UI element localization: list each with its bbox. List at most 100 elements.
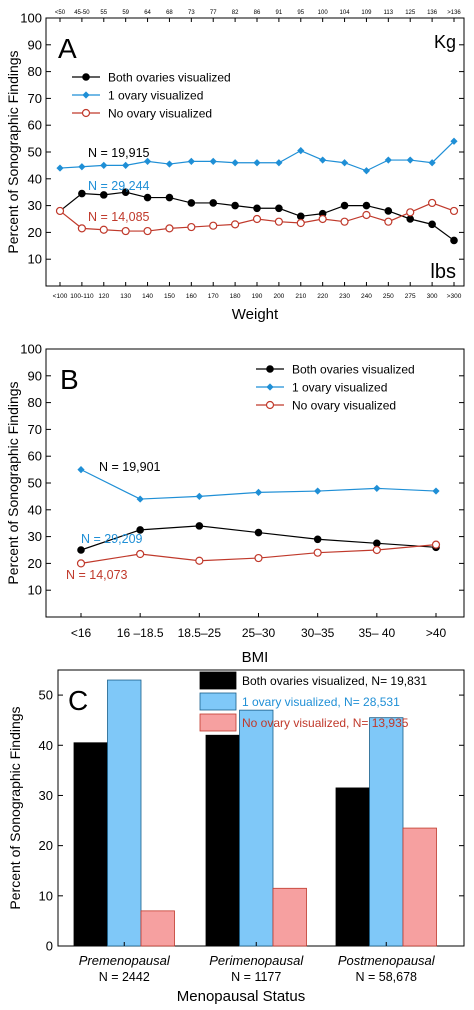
x-tick-label: >300 — [447, 293, 462, 300]
top-tick-label: 55 — [100, 10, 107, 16]
x-tick-label: 170 — [208, 293, 219, 300]
x-tick-label: 18.5–25 — [178, 626, 222, 640]
legend-marker — [266, 365, 274, 373]
data-point — [253, 204, 261, 213]
top-tick-label: 104 — [340, 10, 351, 16]
top-tick-label: 82 — [232, 10, 239, 16]
data-point — [253, 159, 261, 167]
panel-letter: B — [60, 364, 79, 395]
bar — [107, 679, 142, 947]
data-point — [450, 236, 458, 245]
bar — [272, 887, 307, 947]
data-point — [121, 226, 130, 236]
x-tick-label: 120 — [98, 293, 109, 300]
y-tick-label: 30 — [28, 198, 42, 213]
y-tick-label: 10 — [28, 583, 42, 598]
bottom-unit-label: lbs — [430, 261, 456, 283]
data-point — [99, 225, 108, 234]
y-tick-label: 70 — [28, 91, 42, 106]
y-tick-label: 90 — [28, 368, 42, 383]
data-point — [143, 226, 152, 236]
y-tick-label: 50 — [28, 476, 42, 491]
legend-label: Both ovaries visualized — [108, 71, 231, 85]
series-annotation: N = 14,085 — [88, 210, 150, 224]
data-point — [165, 193, 174, 202]
data-point — [340, 217, 349, 226]
data-point — [78, 163, 86, 171]
data-point — [136, 549, 145, 559]
legend-swatch — [199, 692, 237, 711]
data-point — [275, 159, 283, 167]
series-annotation: N = 19,901 — [99, 460, 161, 474]
data-point — [449, 206, 459, 216]
legend-label: No ovary visualized — [292, 399, 396, 413]
data-point — [187, 222, 196, 232]
x-tick-label: 140 — [142, 293, 153, 300]
x-tick-label: 16 –18.5 — [117, 626, 164, 640]
y-tick-label: 40 — [28, 502, 42, 517]
data-point — [450, 137, 458, 145]
x-tick-label: 150 — [164, 293, 175, 300]
data-point — [372, 545, 381, 555]
data-point — [274, 217, 283, 226]
bar — [369, 717, 404, 947]
data-point — [209, 157, 217, 165]
data-point — [384, 207, 393, 215]
x-tick-label: 100-110 — [70, 293, 94, 300]
top-tick-label: 73 — [188, 10, 195, 16]
x-tick-label: Postmenopausal — [338, 953, 436, 968]
data-point — [100, 161, 108, 169]
top-tick-label: 136 — [427, 10, 438, 16]
data-point — [313, 548, 322, 557]
bar — [335, 787, 370, 947]
y-tick-label: 20 — [28, 225, 42, 240]
x-tick-label: 30–35 — [301, 626, 335, 640]
data-point — [252, 214, 262, 224]
top-tick-label: 100 — [318, 10, 329, 16]
data-point — [143, 193, 152, 202]
top-tick-label: 113 — [384, 10, 394, 16]
legend-label: 1 ovary visualized — [108, 89, 203, 103]
x-tick-label: >40 — [426, 626, 447, 640]
data-point — [56, 164, 64, 172]
category-n-label: N = 58,678 — [355, 970, 417, 984]
y-tick-label: 0 — [46, 939, 53, 954]
top-tick-label: 86 — [254, 10, 261, 16]
x-axis-label: Weight — [232, 306, 279, 323]
data-point — [319, 156, 327, 164]
data-point — [296, 218, 305, 228]
y-tick-label: 50 — [28, 145, 42, 160]
y-axis-label: Percent of Sonographic Findings — [5, 381, 21, 584]
series-annotation: N = 29,244 — [88, 179, 150, 193]
top-tick-label: 77 — [210, 10, 217, 16]
data-point — [165, 224, 174, 233]
data-point — [431, 540, 441, 549]
top-tick-label: 109 — [361, 10, 372, 16]
data-point — [340, 201, 349, 210]
legend-label: Both ovaries visualized — [292, 363, 415, 377]
y-tick-label: 80 — [28, 64, 42, 79]
legend-label: Both ovaries visualized, N= 19,831 — [242, 674, 427, 688]
data-point — [384, 217, 393, 226]
y-tick-label: 60 — [28, 449, 42, 464]
data-point — [275, 204, 283, 213]
top-tick-label: 59 — [122, 10, 129, 16]
data-point — [195, 556, 204, 565]
data-point — [373, 539, 381, 548]
data-point — [78, 189, 86, 198]
data-point — [231, 220, 240, 229]
data-point — [209, 221, 218, 230]
x-tick-label: 25–30 — [242, 626, 276, 640]
data-point — [362, 210, 371, 220]
x-tick-label: 240 — [361, 293, 372, 300]
legend-label: 1 ovary visualized — [292, 381, 387, 395]
y-tick-label: 10 — [39, 888, 53, 903]
data-point — [77, 224, 86, 233]
y-tick-label: 90 — [28, 37, 42, 52]
category-n-label: N = 1177 — [231, 970, 281, 984]
x-tick-label: 200 — [273, 293, 284, 300]
data-point — [314, 487, 322, 495]
x-tick-label: <100 — [53, 293, 68, 300]
y-tick-label: 30 — [28, 529, 42, 544]
data-point — [136, 526, 144, 534]
